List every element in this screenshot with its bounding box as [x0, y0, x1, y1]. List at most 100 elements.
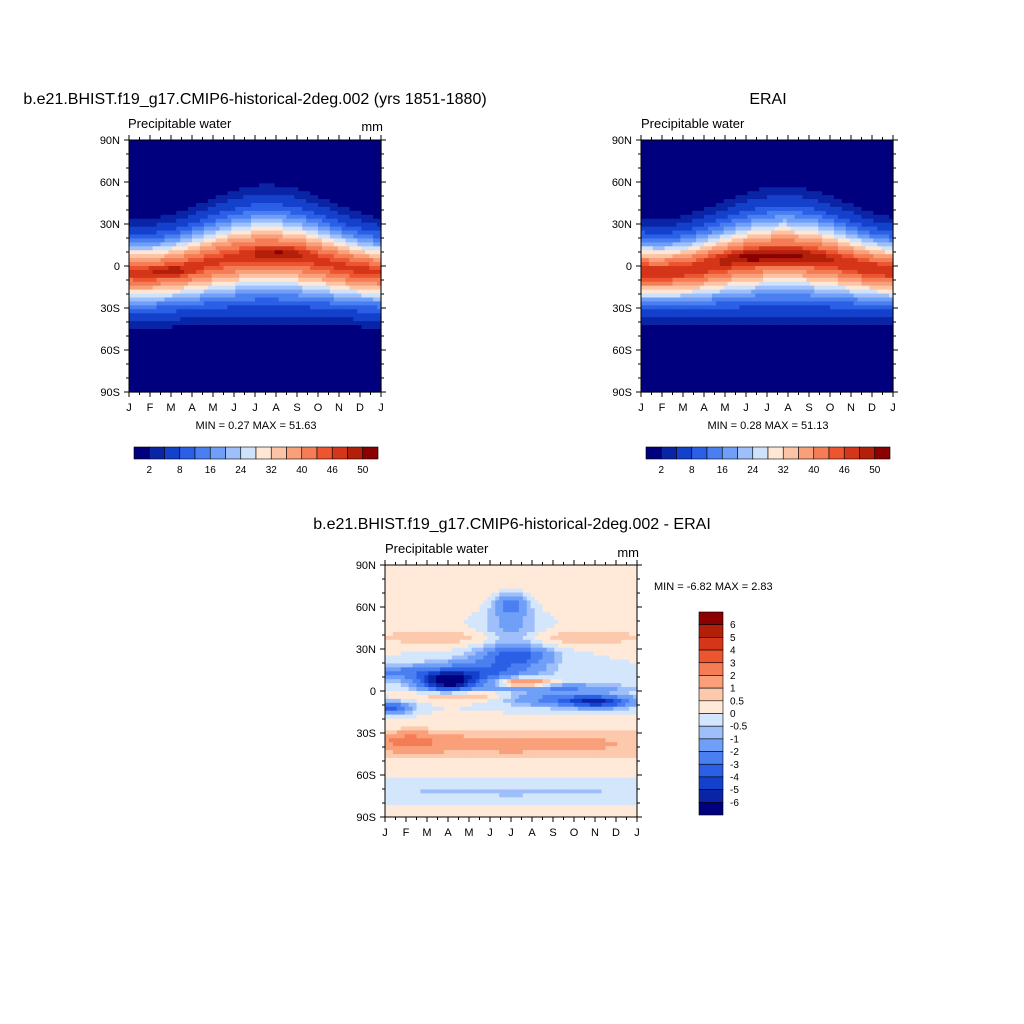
contour-cell — [223, 313, 229, 318]
contour-cell — [302, 246, 307, 251]
contour-cell — [188, 376, 193, 381]
contour-cell — [853, 167, 859, 173]
contour-cell — [329, 214, 335, 220]
contour-cell — [235, 183, 240, 188]
contour-cell — [164, 360, 169, 366]
contour-cell — [826, 163, 831, 169]
contour-cell — [168, 159, 173, 165]
contour-cell — [329, 384, 335, 389]
contour-cell — [310, 147, 315, 153]
contour-cell — [822, 151, 827, 157]
contour-cell — [353, 159, 358, 165]
contour-cell — [136, 143, 142, 149]
contour-cell — [329, 163, 335, 169]
contour-cell — [195, 199, 201, 204]
contour-cell — [278, 155, 284, 161]
contour-cell — [329, 266, 335, 271]
contour-cell — [129, 281, 134, 287]
contour-cell — [767, 151, 772, 157]
contour-cell — [247, 155, 252, 161]
contour-cell — [353, 305, 358, 310]
contour-cell — [282, 269, 288, 275]
contour-cell — [298, 199, 303, 204]
contour-cell — [290, 301, 295, 306]
contour-cell — [203, 332, 209, 338]
contour-cell — [365, 384, 370, 389]
contour-cell — [353, 199, 358, 204]
contour-cell — [806, 163, 811, 169]
contour-cell — [164, 332, 169, 338]
contour-cell — [180, 175, 185, 180]
contour-cell — [215, 254, 221, 259]
contour-cell — [361, 242, 366, 247]
contour-cell — [184, 388, 189, 393]
contour-cell — [377, 301, 382, 306]
contour-cell — [826, 151, 831, 157]
contour-cell — [310, 364, 315, 369]
contour-cell — [881, 151, 886, 157]
contour-cell — [251, 147, 256, 153]
contour-cell — [302, 384, 307, 389]
contour-cell — [148, 277, 154, 283]
contour-cell — [341, 222, 347, 228]
contour-cell — [357, 293, 362, 299]
contour-cell — [129, 372, 134, 377]
contour-cell — [325, 171, 331, 177]
contour-cell — [219, 199, 225, 204]
contour-cell — [188, 222, 193, 228]
contour-cell — [219, 147, 225, 153]
contour-cell — [207, 210, 213, 216]
contour-cell — [286, 301, 292, 306]
contour-cell — [199, 281, 205, 287]
contour-cell — [258, 203, 264, 208]
contour-cell — [223, 384, 229, 389]
contour-cell — [129, 277, 134, 283]
contour-cell — [321, 250, 327, 255]
contour-cell — [227, 273, 232, 279]
contour-cell — [715, 167, 721, 173]
contour-cell — [656, 163, 662, 169]
contour-cell — [180, 147, 185, 153]
contour-cell — [219, 218, 225, 224]
contour-cell — [199, 313, 205, 318]
contour-cell — [195, 254, 201, 259]
contour-cell — [751, 179, 756, 184]
contour-cell — [337, 218, 343, 224]
contour-cell — [247, 159, 252, 165]
contour-cell — [164, 321, 169, 326]
contour-cell — [243, 325, 248, 330]
contour-cell — [302, 159, 307, 165]
contour-cell — [223, 266, 229, 271]
contour-cell — [341, 203, 347, 208]
contour-cell — [377, 254, 382, 259]
contour-cell — [215, 199, 221, 204]
contour-cell — [168, 336, 173, 342]
contour-cell — [306, 151, 311, 157]
contour-cell — [266, 258, 272, 263]
contour-cell — [337, 151, 343, 157]
contour-cell — [345, 250, 351, 255]
contour-cell — [337, 167, 343, 173]
contour-cell — [255, 384, 260, 389]
contour-cell — [184, 258, 189, 263]
contour-cell — [286, 297, 292, 303]
contour-cell — [278, 340, 284, 346]
contour-cell — [664, 171, 670, 177]
contour-cell — [129, 266, 134, 271]
contour-cell — [164, 187, 169, 192]
contour-cell — [747, 147, 752, 153]
contour-cell — [349, 266, 355, 271]
contour-cell — [160, 356, 166, 362]
contour-cell — [345, 171, 351, 177]
contour-cell — [231, 147, 236, 153]
contour-cell — [199, 214, 205, 220]
contour-cell — [231, 155, 236, 161]
contour-cell — [353, 179, 358, 184]
contour-cell — [215, 301, 221, 306]
contour-cell — [763, 147, 768, 153]
contour-cell — [132, 352, 138, 358]
contour-cell — [310, 277, 315, 283]
contour-cell — [184, 262, 189, 267]
contour-cell — [199, 269, 205, 275]
contour-cell — [302, 206, 307, 212]
